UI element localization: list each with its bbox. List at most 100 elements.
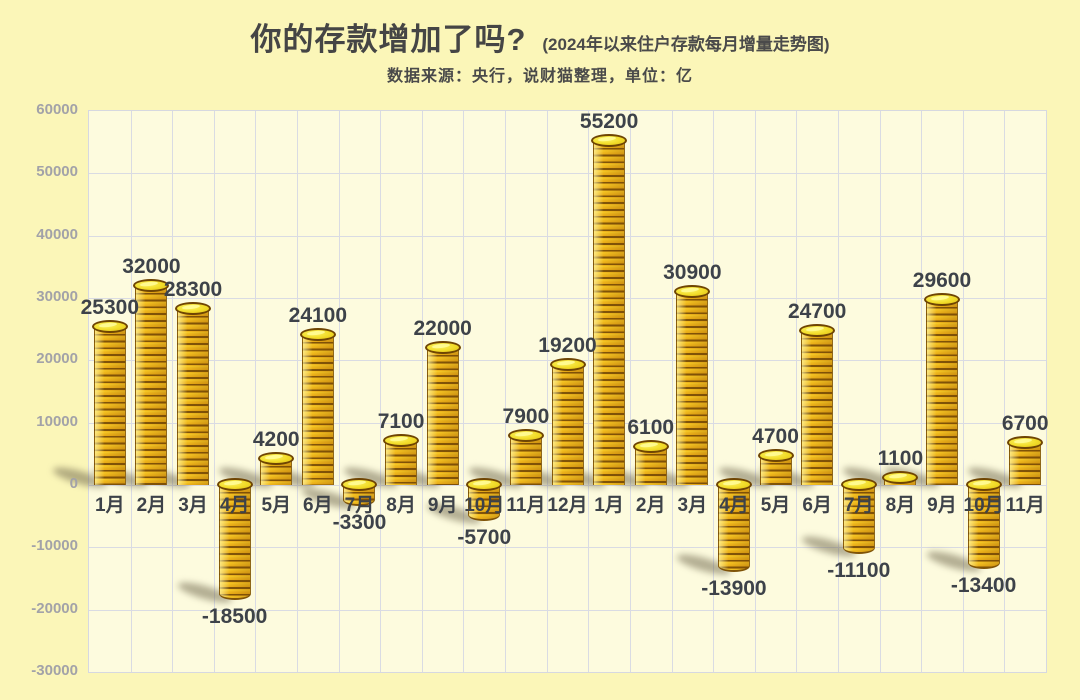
bar-stack [757, 449, 794, 485]
bar-stack [133, 279, 170, 485]
gridline-vertical [629, 111, 631, 672]
value-label: -3300 [332, 511, 387, 534]
month-label: 12月 [547, 495, 588, 516]
coin-top-icon [299, 328, 336, 341]
bar-stack [91, 320, 128, 485]
gridline-vertical [130, 111, 132, 672]
month-label: 5月 [261, 495, 292, 516]
gridline-vertical [962, 111, 964, 672]
value-label: 55200 [579, 110, 639, 133]
gridline-vertical [713, 111, 715, 672]
month-label: 8月 [386, 495, 416, 516]
coin-top-icon [175, 302, 212, 315]
gridline-vertical [505, 111, 507, 672]
gridline-vertical [754, 111, 756, 672]
bar-stack (negative) [216, 478, 253, 600]
y-axis-label: -10000 [31, 537, 78, 555]
gridline-vertical [297, 111, 299, 672]
coin-top-icon [715, 478, 752, 491]
bar-stack [258, 452, 295, 485]
coin-top-icon [923, 293, 960, 306]
month-label: 7月 [344, 495, 375, 516]
coin-top-icon [965, 478, 1002, 491]
value-label: 1100 [877, 447, 924, 470]
month-label: 11月 [506, 495, 546, 516]
month-label: 2月 [635, 495, 666, 516]
value-label: 7100 [377, 410, 425, 433]
month-label: 7月 [843, 495, 874, 516]
coin-top-icon [757, 449, 794, 462]
coin-top-icon [882, 471, 919, 484]
gridline-vertical [463, 111, 465, 672]
value-label: 4200 [252, 428, 300, 451]
gridline-vertical [921, 111, 923, 672]
coin-top-icon [632, 440, 669, 453]
gridline-horizontal [89, 547, 1046, 549]
value-label: 28300 [163, 278, 223, 301]
coin-top-icon [840, 478, 877, 491]
value-label: 7900 [502, 405, 550, 428]
gridline-horizontal [89, 298, 1046, 299]
bar-stack [674, 285, 711, 485]
coin-top-icon [799, 324, 836, 337]
coin-top-icon [1007, 436, 1044, 449]
month-label: 10月 [963, 495, 1004, 516]
month-label: 6月 [802, 495, 832, 516]
source-subtitle: 数据来源：央行，说财猫整理，单位：亿 [386, 68, 693, 85]
gridline-horizontal [89, 235, 1046, 237]
gridline-horizontal [89, 485, 1046, 486]
coin-top-icon [91, 320, 128, 333]
value-label: 6700 [1001, 412, 1049, 435]
bar-stack [923, 293, 960, 485]
coin-top-icon [549, 358, 586, 371]
bar-stack [383, 434, 420, 485]
bar-stack (negative) [965, 478, 1002, 569]
y-axis-label: 30000 [36, 288, 78, 305]
gridline-vertical [172, 111, 174, 672]
value-label: 4700 [752, 425, 799, 448]
y-axis-label: 50000 [36, 163, 78, 181]
y-axis-label: 20000 [36, 350, 78, 368]
bar-stack (negative) [715, 478, 752, 572]
coin-top-icon [133, 279, 170, 292]
month-label: 1月 [95, 495, 125, 516]
y-axis-label: 10000 [36, 412, 78, 430]
gridline-vertical [588, 111, 590, 672]
y-axis-label: 0 [69, 475, 78, 492]
month-label: 3月 [178, 495, 208, 516]
value-label: 6100 [627, 416, 675, 439]
month-label: 5月 [760, 495, 791, 516]
coin-top-icon [674, 285, 711, 298]
value-label: -18500 [201, 605, 268, 628]
gridline-vertical [546, 111, 548, 672]
month-label: 10月 [464, 495, 505, 516]
y-axis-label: 60000 [36, 101, 78, 118]
gridline-vertical [213, 111, 215, 672]
bar-stack [424, 341, 461, 485]
y-axis-label: -30000 [31, 662, 78, 679]
coin-top-icon [341, 478, 378, 491]
gridline-vertical [255, 111, 257, 672]
chart-header: 你的存款增加了吗? (2024年以来住户存款每月增量走势图) [0, 14, 1080, 59]
gridline-vertical [380, 111, 382, 672]
bar-stack [632, 440, 669, 485]
page-title: 你的存款增加了吗? [250, 22, 527, 57]
month-label: 3月 [677, 495, 708, 516]
coin-top-icon [216, 478, 253, 491]
month-label: 4月 [719, 495, 749, 516]
coin-top-icon [507, 429, 544, 442]
gridline-horizontal [89, 173, 1046, 175]
value-label: 25300 [80, 296, 140, 319]
value-label: 19200 [538, 334, 597, 357]
coin-top-icon [466, 478, 503, 491]
value-label: 24700 [787, 300, 847, 323]
coin-top-icon [258, 452, 295, 465]
page-title-note: (2024年以来住户存款每月增量走势图) [542, 35, 830, 54]
value-label: -13900 [701, 577, 767, 600]
month-label: 2月 [136, 495, 167, 516]
chart-plot-area: 25300 1月 32000 2月 28300 3月 -18500 4月 4200 5月 24100… [51, 110, 1049, 673]
bar-stack [1007, 436, 1044, 485]
value-label: 30900 [663, 261, 722, 284]
value-label: 29600 [912, 269, 972, 292]
gridline-vertical [1004, 111, 1006, 672]
